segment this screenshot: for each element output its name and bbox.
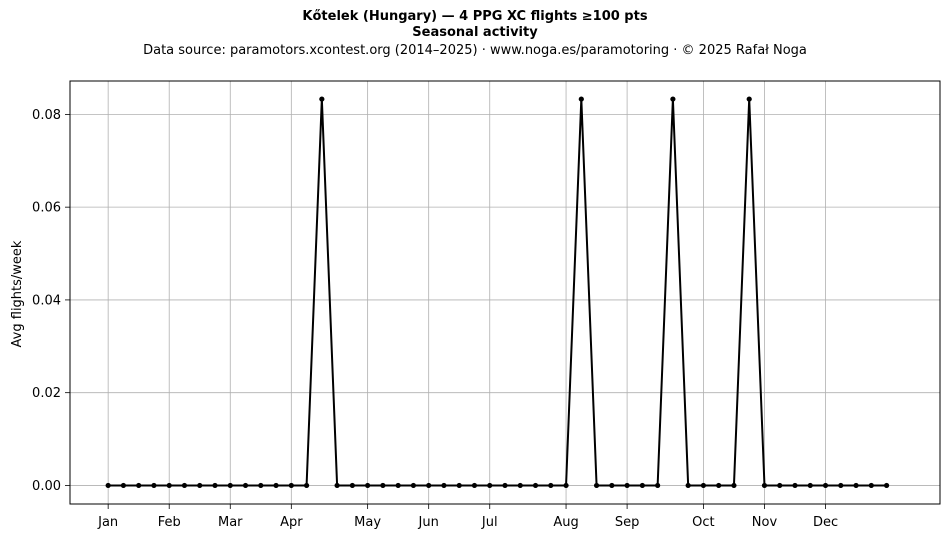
data-point (838, 482, 844, 489)
data-point (410, 482, 417, 489)
data-point (532, 482, 539, 489)
x-tick-label: May (354, 515, 381, 530)
data-point (319, 96, 325, 102)
data-point (258, 482, 264, 489)
data-point (716, 482, 722, 489)
chart-subtitle: Seasonal activity (412, 25, 538, 40)
data-point (365, 482, 371, 489)
data-point (624, 482, 630, 489)
y-tick-label: 0.08 (32, 108, 61, 123)
data-point (563, 482, 569, 489)
data-point (120, 482, 127, 489)
plot-frame (69, 80, 941, 505)
data-point (517, 482, 523, 489)
x-tick-label: Aug (553, 515, 578, 530)
data-point (502, 482, 508, 489)
y-tick-label: 0.06 (32, 201, 61, 216)
x-tick-label: Jun (418, 515, 439, 530)
data-point (303, 482, 310, 489)
data-point (441, 482, 447, 489)
data-point (166, 482, 172, 489)
y-axis-ticks: 0.00 0.02 0.04 0.06 0.08 (32, 108, 70, 494)
chart-title: Kőtelek (Hungary) — 4 PPG XC flights ≥10… (302, 9, 648, 24)
data-point (273, 482, 279, 489)
x-tick-label: Jul (481, 515, 498, 530)
data-point (548, 482, 554, 489)
data-point (578, 96, 584, 102)
data-point (380, 482, 386, 489)
x-tick-label: Dec (813, 515, 838, 530)
data-point (777, 482, 783, 489)
data-point (395, 482, 401, 489)
series-line (108, 98, 887, 487)
data-point (181, 482, 188, 489)
x-tick-label: Jan (97, 515, 118, 530)
data-point (883, 482, 890, 489)
data-point (868, 482, 874, 489)
data-point (670, 96, 676, 102)
x-tick-label: Feb (158, 515, 181, 530)
data-point (655, 482, 661, 489)
y-tick-label: 0.00 (32, 479, 61, 494)
x-tick-label: Mar (218, 515, 243, 530)
x-axis-ticks: Jan Feb Mar Apr May Jun Jul Aug Sep Oct Nov Dec (97, 504, 838, 530)
y-axis-label: Avg flights/week (10, 240, 25, 347)
series-layer (105, 96, 890, 489)
y-tick-label: 0.02 (32, 386, 61, 401)
data-point (700, 482, 707, 489)
data-point (487, 482, 493, 489)
data-point (426, 482, 432, 489)
data-point (334, 482, 340, 489)
grid-lines (70, 81, 940, 504)
data-point (151, 482, 157, 489)
data-point (212, 482, 218, 489)
data-point (593, 482, 600, 489)
data-point (288, 482, 294, 489)
data-point (746, 96, 752, 102)
x-tick-label: Oct (692, 515, 714, 530)
data-point (822, 482, 829, 489)
data-point (197, 482, 203, 489)
data-point (471, 482, 478, 489)
data-point (242, 482, 249, 489)
data-point (853, 482, 859, 489)
x-tick-label: Apr (280, 515, 303, 530)
data-point (609, 482, 615, 489)
data-point (227, 482, 233, 489)
data-point (456, 482, 462, 489)
x-tick-label: Nov (752, 515, 778, 530)
chart-titles: Kőtelek (Hungary) — 4 PPG XC flights ≥10… (0, 9, 950, 59)
data-point (349, 482, 355, 489)
x-tick-label: Sep (615, 515, 640, 530)
data-point (731, 482, 737, 489)
data-point (807, 482, 813, 489)
data-point (685, 482, 691, 489)
data-point (136, 482, 142, 489)
data-point (105, 482, 111, 489)
data-point (761, 482, 768, 489)
chart-source-note: Data source: paramotors.xcontest.org (20… (143, 43, 807, 58)
y-tick-label: 0.04 (32, 293, 61, 308)
data-point (792, 482, 798, 489)
data-point (639, 482, 645, 489)
